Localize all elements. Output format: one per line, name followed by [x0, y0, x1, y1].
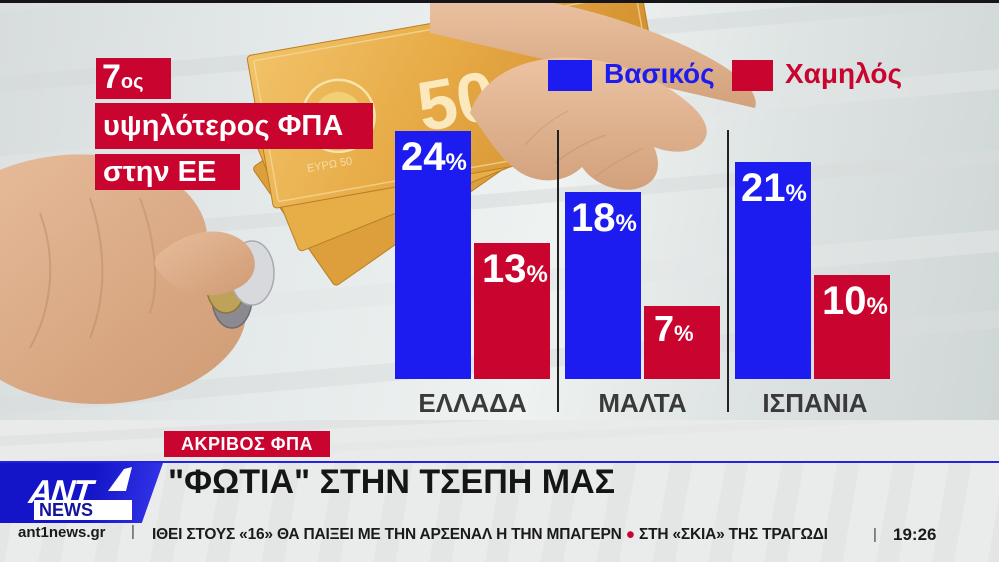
svg-text:NEWS: NEWS [39, 500, 93, 520]
